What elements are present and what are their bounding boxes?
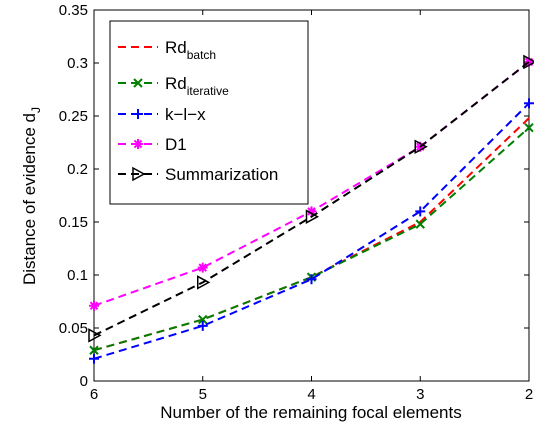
series-4 bbox=[88, 54, 534, 343]
x-tick-label: 4 bbox=[307, 386, 315, 403]
legend-marker bbox=[133, 109, 143, 119]
legend-entry: Summarization bbox=[118, 165, 278, 184]
data-point bbox=[197, 262, 208, 273]
y-tick-label: 0.15 bbox=[59, 214, 88, 231]
legend-marker bbox=[133, 139, 143, 149]
legend-label-main: D1 bbox=[165, 135, 187, 154]
y-axis-label-sub: J bbox=[29, 107, 43, 113]
data-point bbox=[415, 206, 426, 217]
data-point bbox=[524, 122, 534, 133]
legend-entry: Rdbatch bbox=[118, 38, 216, 62]
data-point bbox=[197, 320, 208, 331]
y-axis-label-main: Distance of evidence d bbox=[20, 113, 39, 285]
data-point bbox=[198, 314, 208, 325]
y-tick-label: 0 bbox=[80, 373, 88, 390]
data-point bbox=[524, 98, 534, 109]
legend-entry: Rditerative bbox=[118, 74, 229, 98]
series-line bbox=[93, 61, 530, 337]
axis-ticks: 0 0.05 0.1 0.15 0.2 0.25 0.3 0.35 6 5 4 3 2 bbox=[59, 2, 533, 403]
series-layer bbox=[88, 54, 534, 364]
x-tick-label: 6 bbox=[90, 386, 98, 403]
y-tick-label: 0.25 bbox=[59, 108, 88, 125]
y-tick-label: 0.2 bbox=[67, 161, 88, 178]
legend-label-main: k−l−x bbox=[165, 105, 206, 124]
x-tick-label: 3 bbox=[416, 386, 424, 403]
y-axis-label: Distance of evidence dJ bbox=[20, 107, 43, 285]
legend-label: D1 bbox=[165, 135, 187, 154]
data-point bbox=[415, 219, 425, 229]
legend-label: k−l−x bbox=[165, 105, 206, 124]
data-point bbox=[89, 353, 99, 364]
legend-entry: k−l−x bbox=[118, 105, 206, 124]
legend-label: Rdbatch bbox=[165, 38, 216, 62]
legend-label-main: Summarization bbox=[165, 165, 278, 184]
legend-marker bbox=[132, 166, 146, 182]
legend-label-main: Rd bbox=[165, 74, 187, 93]
legend-label-main: Rd bbox=[165, 38, 187, 57]
y-tick-label: 0.3 bbox=[67, 55, 88, 72]
data-point bbox=[197, 275, 211, 290]
data-point bbox=[523, 54, 534, 70]
data-point bbox=[88, 328, 102, 343]
x-tick-label: 2 bbox=[525, 386, 533, 403]
y-tick-label: 0.1 bbox=[67, 267, 88, 284]
data-point bbox=[306, 206, 317, 217]
legend-label-sub: batch bbox=[187, 48, 216, 62]
x-axis-label: Number of the remaining focal elements bbox=[160, 403, 461, 422]
y-tick-label: 0.35 bbox=[59, 2, 88, 19]
x-tick-label: 5 bbox=[199, 386, 207, 403]
data-point bbox=[305, 209, 320, 224]
legend-entry: D1 bbox=[118, 135, 187, 154]
data-point bbox=[89, 345, 99, 355]
data-point bbox=[414, 139, 428, 155]
y-tick-label: 0.05 bbox=[59, 320, 88, 337]
data-point bbox=[306, 274, 317, 285]
legend-label: Summarization bbox=[165, 165, 278, 184]
series-2 bbox=[89, 98, 534, 364]
legend-label-sub: iterative bbox=[187, 84, 229, 98]
data-point bbox=[89, 300, 99, 311]
legend-label: Rditerative bbox=[165, 74, 229, 98]
legend-marker bbox=[133, 78, 143, 88]
